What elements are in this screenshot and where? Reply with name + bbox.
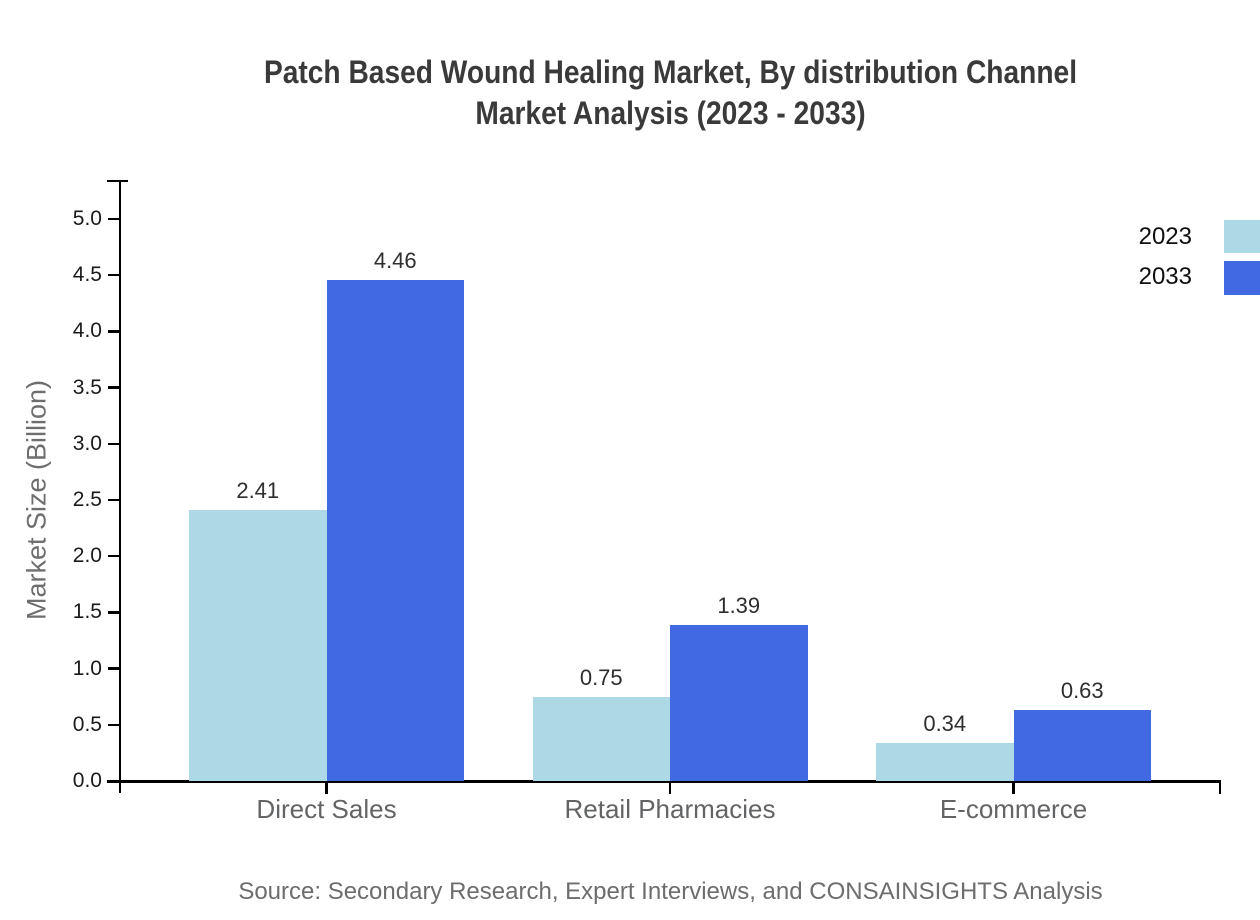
- y-tick-label: 4.5: [72, 263, 102, 287]
- legend-swatch-2033: [1224, 261, 1260, 295]
- bar-value-label: 4.46: [373, 247, 417, 273]
- y-tick-label: 1.5: [72, 600, 102, 624]
- y-tick: [108, 554, 120, 558]
- y-tick-label: 3.5: [72, 375, 102, 399]
- bar-2033-direct-sales: [326, 279, 464, 781]
- y-tick: [108, 217, 120, 221]
- y-tick: [108, 667, 120, 670]
- y-tick: [108, 386, 120, 389]
- y-tick-label: 0.0: [72, 769, 102, 792]
- bar-2033-e-commerce: [1013, 710, 1151, 781]
- bar-2023-e-commerce: [876, 742, 1014, 781]
- bar-2033-retail-pharmacies: [670, 624, 808, 781]
- y-tick-label: 2.5: [72, 488, 102, 511]
- chart-title-line1: Patch Based Wound Healing Market, By dis…: [263, 54, 1078, 90]
- x-axis-line: [107, 780, 1221, 783]
- bar-value-label: 0.63: [1060, 678, 1104, 704]
- y-tick: [108, 330, 120, 333]
- category-label: Direct Sales: [256, 794, 397, 824]
- legend-label-2033: 2033: [1138, 263, 1192, 290]
- bar-value-label: 0.34: [923, 710, 967, 736]
- y-tick-label: 1.0: [72, 656, 102, 680]
- x-axis-end-cap: [1218, 780, 1221, 794]
- bar-value-label: 0.75: [579, 664, 623, 690]
- x-tick: [1012, 781, 1015, 794]
- x-tick: [325, 781, 328, 794]
- y-axis-line: [118, 180, 121, 793]
- bar-2023-direct-sales: [189, 510, 327, 781]
- chart-title-line2: Market Analysis (2023 - 2033): [475, 95, 866, 131]
- bar-value-label: 1.39: [717, 592, 761, 618]
- y-tick: [108, 611, 120, 614]
- category-label: Retail Pharmacies: [564, 794, 776, 824]
- chart-title: Patch Based Wound Healing Market, By dis…: [120, 52, 1221, 134]
- y-tick-label: 5.0: [72, 207, 102, 230]
- bar-value-label: 2.41: [236, 478, 280, 504]
- y-tick: [108, 273, 120, 277]
- x-tick: [668, 781, 672, 794]
- y-axis-end-cap: [107, 179, 128, 182]
- bar-2023-retail-pharmacies: [532, 696, 670, 781]
- y-tick: [108, 498, 120, 502]
- y-tick-label: 4.0: [72, 319, 102, 343]
- y-tick: [108, 779, 120, 783]
- y-tick-label: 2.0: [72, 544, 102, 568]
- y-tick-label: 0.5: [72, 712, 102, 736]
- y-tick-label: 3.0: [72, 431, 102, 455]
- source-note: Source: Secondary Research, Expert Inter…: [238, 878, 1103, 905]
- legend-swatch-2023: [1224, 220, 1260, 253]
- legend-label-2023: 2023: [1138, 223, 1192, 250]
- category-label: E-commerce: [939, 794, 1088, 824]
- y-tick: [108, 442, 120, 446]
- y-tick: [108, 723, 120, 727]
